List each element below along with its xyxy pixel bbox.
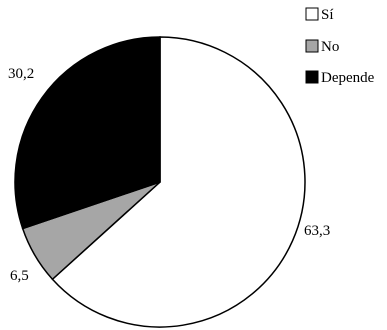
legend-swatch-no <box>305 39 319 53</box>
legend-swatch-si <box>305 7 319 21</box>
legend-swatch-depende <box>305 70 319 84</box>
pie-slice-si <box>51 36 306 328</box>
pie-slices <box>14 36 306 328</box>
legend-item-depende: Depende <box>305 70 375 86</box>
legend-label-no: No <box>321 39 339 55</box>
pie-slice-depende <box>14 36 161 230</box>
data-label-no: 6,5 <box>10 268 29 284</box>
legend-label-depende: Depende <box>321 70 375 86</box>
data-label-si: 63,3 <box>304 223 330 239</box>
legend-item-no: No <box>305 39 339 55</box>
legend-label-si: Sí <box>321 7 334 23</box>
data-label-depende: 30,2 <box>8 66 34 82</box>
legend: Sí No Depende <box>305 7 375 86</box>
legend-item-si: Sí <box>305 7 334 23</box>
